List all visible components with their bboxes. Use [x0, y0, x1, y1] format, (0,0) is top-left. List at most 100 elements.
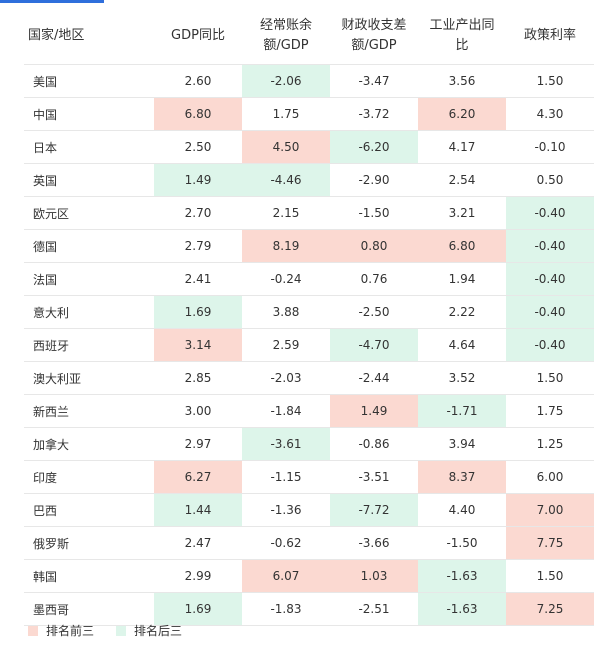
cell-fiscal-balance: -7.72 [330, 493, 418, 527]
header-fiscal-balance[interactable]: 财政收支差 额/GDP [341, 18, 407, 53]
cell-policy-rate: 6.00 [506, 460, 594, 494]
cell-policy-rate: 1.75 [506, 394, 594, 428]
legend-swatch-top3 [28, 625, 38, 636]
cell-policy-rate: 7.00 [506, 493, 594, 527]
table-row[interactable]: 俄罗斯 2.47 -0.62 -3.66 -1.50 7.75 [24, 526, 594, 560]
cell-gdp-yoy: 3.00 [154, 394, 242, 428]
table-row[interactable]: 英国 1.49 -4.46 -2.90 2.54 0.50 [24, 163, 594, 197]
cell-gdp-yoy: 1.44 [154, 493, 242, 527]
cell-industrial-output: 4.17 [418, 130, 506, 164]
table-row[interactable]: 意大利 1.69 3.88 -2.50 2.22 -0.40 [24, 295, 594, 329]
table-row[interactable]: 韩国 2.99 6.07 1.03 -1.63 1.50 [24, 559, 594, 593]
cell-industrial-output: 4.40 [418, 493, 506, 527]
cell-gdp-yoy: 6.27 [154, 460, 242, 494]
cell-country: 巴西 [24, 493, 154, 527]
cell-country: 美国 [24, 64, 154, 98]
cell-country: 英国 [24, 163, 154, 197]
legend: 排名前三 排名后三 [28, 622, 204, 639]
table-row[interactable]: 德国 2.79 8.19 0.80 6.80 -0.40 [24, 229, 594, 263]
cell-gdp-yoy: 2.60 [154, 64, 242, 98]
cell-current-account: 4.50 [242, 130, 330, 164]
cell-fiscal-balance: -2.50 [330, 295, 418, 329]
cell-current-account: 1.75 [242, 97, 330, 131]
cell-gdp-yoy: 3.14 [154, 328, 242, 362]
cell-fiscal-balance: -6.20 [330, 130, 418, 164]
cell-current-account: -1.36 [242, 493, 330, 527]
table-row[interactable]: 欧元区 2.70 2.15 -1.50 3.21 -0.40 [24, 196, 594, 230]
cell-current-account: 3.88 [242, 295, 330, 329]
cell-industrial-output: 3.21 [418, 196, 506, 230]
header-country[interactable]: 国家/地区 [28, 28, 85, 43]
cell-gdp-yoy: 2.99 [154, 559, 242, 593]
table-row[interactable]: 美国 2.60 -2.06 -3.47 3.56 1.50 [24, 64, 594, 98]
cell-policy-rate: 1.25 [506, 427, 594, 461]
cell-current-account: 2.15 [242, 196, 330, 230]
cell-industrial-output: 8.37 [418, 460, 506, 494]
cell-policy-rate: 0.50 [506, 163, 594, 197]
cell-industrial-output: 6.20 [418, 97, 506, 131]
cell-current-account: -0.62 [242, 526, 330, 560]
table-row[interactable]: 中国 6.80 1.75 -3.72 6.20 4.30 [24, 97, 594, 131]
cell-fiscal-balance: -1.50 [330, 196, 418, 230]
header-current-account[interactable]: 经常账余 额/GDP [259, 18, 312, 53]
cell-country: 日本 [24, 130, 154, 164]
cell-fiscal-balance: -2.44 [330, 361, 418, 395]
cell-country: 欧元区 [24, 196, 154, 230]
table-row[interactable]: 澳大利亚 2.85 -2.03 -2.44 3.52 1.50 [24, 361, 594, 395]
cell-country: 德国 [24, 229, 154, 263]
cell-country: 西班牙 [24, 328, 154, 362]
cell-industrial-output: -1.50 [418, 526, 506, 560]
legend-label-bottom3: 排名后三 [134, 624, 183, 638]
table-row[interactable]: 墨西哥 1.69 -1.83 -2.51 -1.63 7.25 [24, 592, 594, 626]
cell-current-account: -2.06 [242, 64, 330, 98]
table-row[interactable]: 法国 2.41 -0.24 0.76 1.94 -0.40 [24, 262, 594, 296]
table-row[interactable]: 西班牙 3.14 2.59 -4.70 4.64 -0.40 [24, 328, 594, 362]
cell-industrial-output: -1.71 [418, 394, 506, 428]
cell-fiscal-balance: 1.03 [330, 559, 418, 593]
economic-indicators-table: 国家/地区 GDP同比 经常账余 额/GDP 财政收支差 额/GDP 工业产出同比 … [24, 8, 594, 626]
cell-fiscal-balance: -2.90 [330, 163, 418, 197]
cell-gdp-yoy: 6.80 [154, 97, 242, 131]
cell-fiscal-balance: 0.80 [330, 229, 418, 263]
cell-policy-rate: 1.50 [506, 361, 594, 395]
cell-gdp-yoy: 1.49 [154, 163, 242, 197]
table-row[interactable]: 巴西 1.44 -1.36 -7.72 4.40 7.00 [24, 493, 594, 527]
header-policy-rate[interactable]: 政策利率 [523, 28, 576, 43]
cell-country: 中国 [24, 97, 154, 131]
cell-country: 加拿大 [24, 427, 154, 461]
cell-country: 印度 [24, 460, 154, 494]
cell-country: 韩国 [24, 559, 154, 593]
header-industrial-output[interactable]: 工业产出同比 [429, 18, 495, 53]
cell-country: 墨西哥 [24, 592, 154, 626]
cell-policy-rate: -0.40 [506, 295, 594, 329]
active-tab-indicator [0, 0, 104, 3]
cell-policy-rate: 4.30 [506, 97, 594, 131]
cell-country: 法国 [24, 262, 154, 296]
cell-policy-rate: 1.50 [506, 64, 594, 98]
table-row[interactable]: 日本 2.50 4.50 -6.20 4.17 -0.10 [24, 130, 594, 164]
legend-item-top3: 排名前三 [28, 622, 94, 639]
cell-gdp-yoy: 2.50 [154, 130, 242, 164]
cell-fiscal-balance: -3.66 [330, 526, 418, 560]
cell-current-account: -2.03 [242, 361, 330, 395]
legend-label-top3: 排名前三 [46, 624, 95, 638]
table-row[interactable]: 加拿大 2.97 -3.61 -0.86 3.94 1.25 [24, 427, 594, 461]
table-row[interactable]: 新西兰 3.00 -1.84 1.49 -1.71 1.75 [24, 394, 594, 428]
cell-policy-rate: -0.40 [506, 262, 594, 296]
cell-fiscal-balance: -3.72 [330, 97, 418, 131]
cell-gdp-yoy: 2.41 [154, 262, 242, 296]
cell-policy-rate: -0.40 [506, 196, 594, 230]
cell-industrial-output: 3.94 [418, 427, 506, 461]
cell-current-account: 6.07 [242, 559, 330, 593]
cell-country: 新西兰 [24, 394, 154, 428]
cell-policy-rate: -0.40 [506, 229, 594, 263]
cell-current-account: -0.24 [242, 262, 330, 296]
cell-policy-rate: 1.50 [506, 559, 594, 593]
cell-policy-rate: 7.25 [506, 592, 594, 626]
cell-gdp-yoy: 2.79 [154, 229, 242, 263]
cell-current-account: -4.46 [242, 163, 330, 197]
header-gdp-yoy[interactable]: GDP同比 [171, 28, 225, 43]
cell-current-account: 8.19 [242, 229, 330, 263]
table-row[interactable]: 印度 6.27 -1.15 -3.51 8.37 6.00 [24, 460, 594, 494]
cell-industrial-output: -1.63 [418, 559, 506, 593]
